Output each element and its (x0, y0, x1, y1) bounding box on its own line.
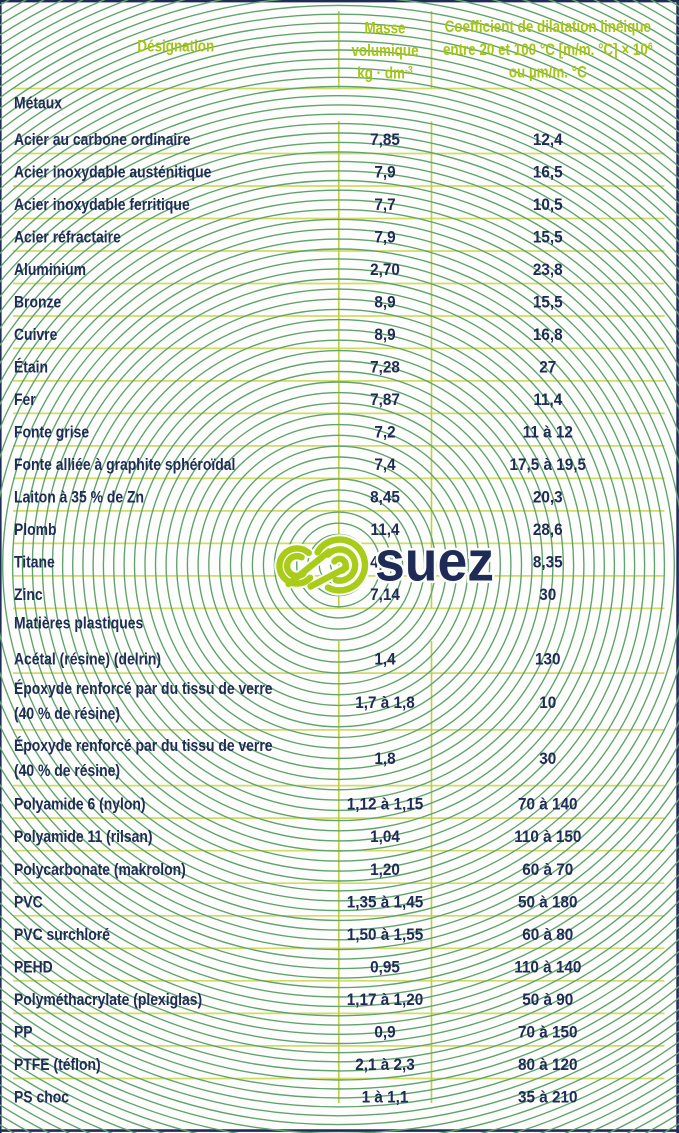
svg-text:7,28: 7,28 (370, 358, 400, 377)
svg-text:7,4: 7,4 (374, 455, 395, 474)
svg-text:7,7: 7,7 (374, 195, 395, 214)
svg-text:PTFE (téflon): PTFE (téflon) (14, 1056, 101, 1075)
svg-text:Acier au carbone ordinaire: Acier au carbone ordinaire (14, 131, 191, 150)
svg-text:2,1 à 2,3: 2,1 à 2,3 (355, 1055, 415, 1074)
svg-text:60 à 70: 60 à 70 (522, 860, 573, 879)
svg-text:8,35: 8,35 (533, 553, 563, 572)
svg-text:1,17 à 1,20: 1,17 à 1,20 (347, 990, 424, 1009)
svg-text:PS choc: PS choc (14, 1088, 69, 1107)
svg-text:7,85: 7,85 (370, 130, 400, 149)
svg-text:Désignation: Désignation (137, 37, 214, 56)
svg-text:Zinc: Zinc (14, 586, 43, 605)
svg-text:20,3: 20,3 (533, 488, 563, 507)
svg-text:50 à 90: 50 à 90 (522, 990, 573, 1009)
svg-text:Titane: Titane (14, 553, 55, 572)
svg-text:12,4: 12,4 (533, 130, 563, 149)
svg-text:1 à 1,1: 1 à 1,1 (362, 1088, 409, 1107)
svg-text:7,87: 7,87 (370, 390, 400, 409)
svg-text:Acier réfractaire: Acier réfractaire (14, 228, 121, 247)
svg-text:volumique: volumique (351, 42, 418, 61)
svg-text:Polyméthacrylate (plexiglas): Polyméthacrylate (plexiglas) (14, 991, 202, 1010)
svg-text:8,45: 8,45 (370, 488, 400, 507)
svg-text:7,2: 7,2 (374, 423, 395, 442)
svg-text:15,5: 15,5 (533, 228, 563, 247)
svg-text:Métaux: Métaux (14, 94, 62, 113)
svg-text:2,70: 2,70 (370, 260, 400, 279)
svg-text:10,5: 10,5 (533, 195, 563, 214)
svg-text:Plomb: Plomb (14, 521, 57, 540)
svg-text:(40 % de résine): (40 % de résine) (14, 705, 120, 724)
svg-text:23,8: 23,8 (533, 260, 563, 279)
svg-text:PP: PP (14, 1023, 33, 1042)
svg-text:70 à 140: 70 à 140 (518, 795, 578, 814)
svg-text:1,8: 1,8 (374, 749, 395, 768)
svg-text:Aluminium: Aluminium (14, 261, 86, 280)
svg-text:4,51: 4,51 (370, 553, 400, 572)
svg-text:Coefficient de dilatation liné: Coefficient de dilatation linéique (445, 18, 651, 37)
svg-text:16,8: 16,8 (533, 325, 563, 344)
svg-text:Polycarbonate (makrolon): Polycarbonate (makrolon) (14, 861, 186, 880)
svg-text:Fonte alliée à graphite sphéro: Fonte alliée à graphite sphéroïdal (14, 456, 235, 475)
svg-text:0,9: 0,9 (374, 1023, 395, 1042)
svg-text:15,5: 15,5 (533, 293, 563, 312)
svg-text:1,7 à 1,8: 1,7 à 1,8 (355, 693, 415, 712)
svg-text:1,35 à 1,45: 1,35 à 1,45 (347, 893, 424, 912)
svg-text:Laiton à 35 % de Zn: Laiton à 35 % de Zn (14, 488, 144, 507)
svg-text:Acétal (résine) (delrin): Acétal (résine) (delrin) (14, 650, 161, 669)
svg-text:Époxyde renforcé par du tissu: Époxyde renforcé par du tissu de verre (14, 737, 273, 756)
svg-text:PVC surchloré: PVC surchloré (14, 926, 110, 945)
svg-text:17,5 à 19,5: 17,5 à 19,5 (510, 455, 587, 474)
svg-text:7,9: 7,9 (374, 163, 395, 182)
svg-text:27: 27 (539, 358, 556, 377)
svg-text:(40 % de résine): (40 % de résine) (14, 762, 120, 781)
svg-text:PEHD: PEHD (14, 958, 53, 977)
svg-text:110 à 140: 110 à 140 (514, 958, 581, 977)
svg-text:80 à 120: 80 à 120 (518, 1055, 578, 1074)
svg-text:1,4: 1,4 (374, 650, 395, 669)
svg-text:PVC: PVC (14, 893, 43, 912)
svg-text:50 à 180: 50 à 180 (518, 893, 578, 912)
svg-text:Masse: Masse (364, 19, 405, 38)
svg-text:7,14: 7,14 (370, 585, 400, 604)
svg-text:11 à 12: 11 à 12 (523, 423, 573, 442)
svg-text:1,20: 1,20 (370, 860, 400, 879)
svg-text:110 à 150: 110 à 150 (514, 827, 581, 846)
svg-text:ou µm/m. °C: ou µm/m. °C (509, 63, 587, 82)
svg-text:30: 30 (539, 749, 556, 768)
svg-text:0,95: 0,95 (370, 958, 400, 977)
svg-text:70 à 150: 70 à 150 (518, 1023, 578, 1042)
svg-text:Fer: Fer (14, 391, 36, 410)
svg-text:1,50 à 1,55: 1,50 à 1,55 (347, 925, 424, 944)
svg-text:Fonte grise: Fonte grise (14, 423, 89, 442)
svg-text:130: 130 (535, 650, 561, 669)
svg-text:entre 20 et 100 °C [m/m. °C] ×: entre 20 et 100 °C [m/m. °C] × 106 (443, 40, 653, 59)
svg-text:Époxyde renforcé par du tissu: Époxyde renforcé par du tissu de verre (14, 680, 273, 699)
svg-text:28,6: 28,6 (533, 520, 563, 539)
svg-text:Bronze: Bronze (14, 293, 62, 312)
svg-text:35 à 210: 35 à 210 (518, 1088, 578, 1107)
svg-text:16,5: 16,5 (533, 163, 563, 182)
svg-text:30: 30 (539, 585, 556, 604)
svg-text:Acier inoxydable austénitique: Acier inoxydable austénitique (14, 163, 212, 182)
svg-text:Polyamide 6 (nylon): Polyamide 6 (nylon) (14, 795, 146, 814)
svg-text:kg · dm-3: kg · dm-3 (357, 64, 413, 83)
svg-text:60 à 80: 60 à 80 (522, 925, 573, 944)
svg-text:8,9: 8,9 (374, 293, 395, 312)
svg-text:Acier inoxydable ferritique: Acier inoxydable ferritique (14, 196, 190, 215)
svg-text:Cuivre: Cuivre (14, 326, 58, 345)
svg-text:7,9: 7,9 (374, 228, 395, 247)
svg-text:Étain: Étain (14, 358, 48, 377)
svg-text:8,9: 8,9 (374, 325, 395, 344)
svg-text:suez: suez (375, 529, 494, 593)
svg-text:11,4: 11,4 (371, 520, 400, 539)
svg-text:11,4: 11,4 (533, 390, 562, 409)
svg-text:1,04: 1,04 (370, 827, 400, 846)
svg-text:10: 10 (539, 693, 556, 712)
svg-text:Polyamide 11 (rilsan): Polyamide 11 (rilsan) (14, 828, 153, 847)
svg-text:suez: suez (375, 529, 494, 593)
svg-text:Matières plastiques: Matières plastiques (14, 614, 143, 633)
svg-text:1,12 à 1,15: 1,12 à 1,15 (347, 795, 424, 814)
